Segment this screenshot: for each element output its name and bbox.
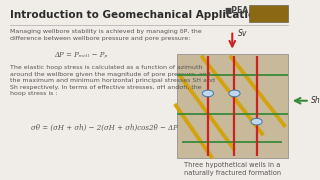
Text: Introduction to Geomechanical Applications: Introduction to Geomechanical Applicatio… <box>10 10 269 20</box>
Circle shape <box>251 118 262 125</box>
Text: ΔP = Pₘₑₗₗ − Pₚ: ΔP = Pₘₑₗₗ − Pₚ <box>54 51 108 59</box>
Text: The elastic hoop stress is calculated as a function of azimuth
around the wellbo: The elastic hoop stress is calculated as… <box>10 65 215 96</box>
Text: σθ = (σH + σh) − 2(σH + σh)cos2θ − ΔP: σθ = (σH + σh) − 2(σH + σh)cos2θ − ΔP <box>31 124 178 132</box>
Text: ■PEA: ■PEA <box>224 6 248 15</box>
Text: Three hypothetical wells in a
naturally fractured formation: Three hypothetical wells in a naturally … <box>184 162 281 176</box>
Text: Sv: Sv <box>238 29 248 38</box>
Text: Managing wellbore stability is achieved by managing δP, the
difference between w: Managing wellbore stability is achieved … <box>10 29 202 41</box>
Circle shape <box>229 90 240 97</box>
Text: Sh: Sh <box>311 96 320 105</box>
Bar <box>177 54 288 158</box>
Bar <box>249 5 288 22</box>
Circle shape <box>202 90 213 97</box>
